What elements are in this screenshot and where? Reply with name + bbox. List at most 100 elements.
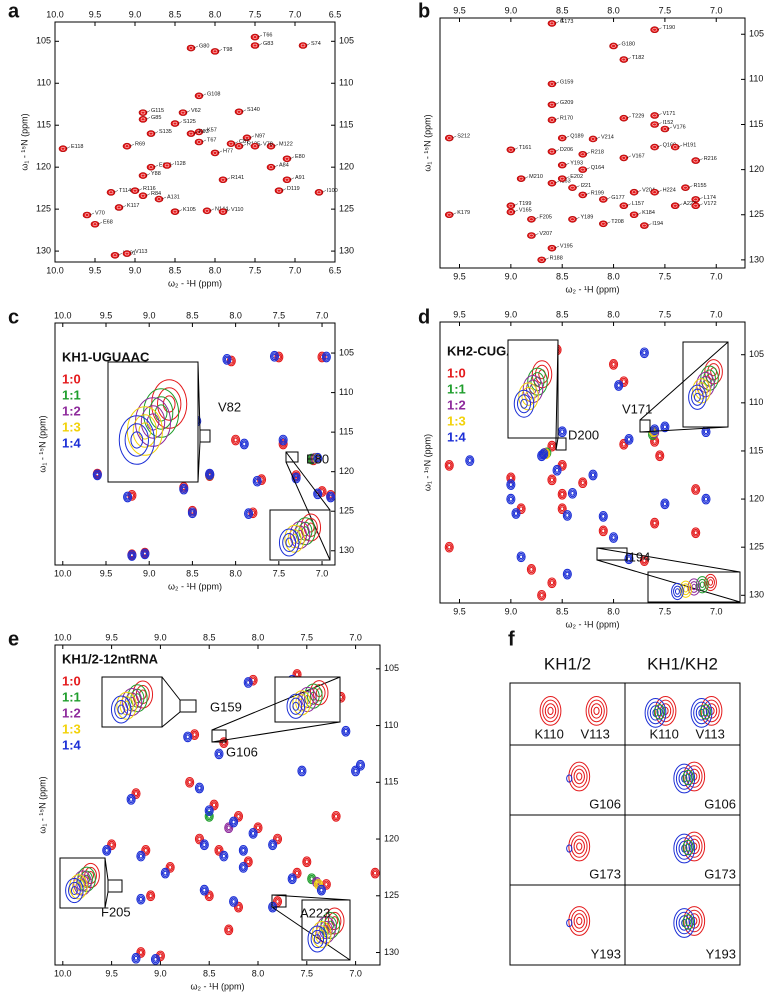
peak-contour [219, 737, 229, 748]
peak-contour [558, 504, 566, 513]
leader [233, 141, 239, 144]
leader [595, 136, 601, 140]
inset-contour [675, 911, 693, 935]
peak [506, 493, 516, 505]
cell-label: K110 [650, 726, 679, 741]
peak [250, 42, 260, 49]
peak-contour [293, 869, 301, 877]
peak-outer [670, 202, 680, 210]
peak-inner [580, 193, 585, 197]
peak-inner [112, 253, 118, 258]
peak [162, 162, 172, 169]
inset-contour [566, 844, 573, 853]
peak-contour [558, 427, 566, 436]
peak-contour [127, 795, 135, 804]
inset-contour [121, 688, 143, 716]
peak [238, 862, 248, 873]
legend-label: 1:3 [62, 721, 81, 736]
peak-label: E202 [570, 174, 583, 180]
peak [578, 166, 588, 173]
peak-contour [202, 887, 207, 893]
peak-contour [552, 464, 562, 476]
peak-inner [276, 188, 282, 193]
leader [129, 251, 135, 254]
inset-contour [673, 763, 696, 794]
peak-label: E68 [103, 220, 113, 226]
peak-outer [506, 202, 516, 210]
annotation: F205 [101, 904, 131, 919]
legend-label: 1:3 [447, 413, 466, 428]
leader [513, 147, 518, 150]
peak-contour [652, 427, 657, 433]
peak-contour [221, 740, 226, 746]
peak [127, 550, 137, 561]
inset-contour [286, 693, 306, 719]
peak-contour [231, 819, 236, 825]
peak-contour [93, 470, 101, 479]
peak-label: T182 [632, 55, 645, 61]
leader [145, 193, 151, 196]
peak-outer [250, 142, 260, 150]
peak-contour [238, 845, 248, 856]
peak [539, 448, 549, 460]
inset-contour [687, 578, 701, 596]
peak [114, 204, 124, 211]
peak-inner [580, 167, 585, 172]
peak-contour [508, 496, 514, 502]
peak-contour [444, 541, 454, 553]
peak-contour [240, 846, 247, 855]
peak [122, 142, 132, 150]
peak [316, 884, 326, 896]
x-axis-label: ω₂ - ¹H (ppm) [190, 981, 244, 991]
peak [150, 953, 161, 965]
y-tick-label: 125 [36, 204, 51, 214]
peak-contour [275, 836, 280, 842]
peak-contour [272, 896, 283, 907]
peak [557, 175, 567, 182]
peak-label: H191 [683, 143, 696, 149]
inset-contour [307, 687, 320, 705]
inset-frame [101, 676, 163, 728]
peak-contour [313, 452, 323, 464]
leader [554, 245, 560, 249]
peak-label: V70 [95, 210, 105, 216]
inset-connector [197, 361, 201, 431]
peak-contour [270, 842, 275, 848]
peak-contour [131, 788, 141, 800]
leader [225, 209, 231, 212]
peak-contour [333, 813, 339, 819]
peak-contour [352, 767, 359, 775]
inset-contour [301, 690, 314, 709]
leader [201, 129, 207, 133]
peak [341, 725, 351, 737]
peak [537, 256, 546, 264]
peak [231, 434, 241, 446]
inset-contour [688, 384, 707, 410]
inset-contour [682, 914, 694, 930]
leader [161, 196, 167, 200]
peak-label: A84 [279, 163, 289, 169]
peak-contour [370, 867, 380, 879]
peak-outer [547, 20, 557, 27]
x-tick-label: 8.0 [607, 309, 620, 319]
y-axis-label: ω₁ - ¹⁵N (ppm) [37, 415, 47, 472]
leader [153, 131, 159, 134]
peak-inner [220, 178, 226, 182]
peak-contour [691, 484, 701, 495]
peak-outer [194, 128, 204, 136]
x-tick-label: 7.0 [289, 9, 302, 19]
legend-label: 1:1 [62, 387, 81, 402]
peak-inner [549, 149, 555, 154]
peak-contour [196, 835, 203, 843]
peak-inner [549, 181, 555, 185]
peak-outer [170, 120, 180, 127]
peak-contour [569, 489, 576, 498]
inset-contour [588, 699, 605, 723]
peak [222, 354, 232, 365]
peak-contour [207, 808, 212, 814]
peak-contour [133, 791, 139, 797]
peak-inner [601, 197, 606, 202]
peak-contour [223, 355, 231, 364]
peak-outer [234, 142, 244, 150]
peak-outer [210, 149, 220, 157]
